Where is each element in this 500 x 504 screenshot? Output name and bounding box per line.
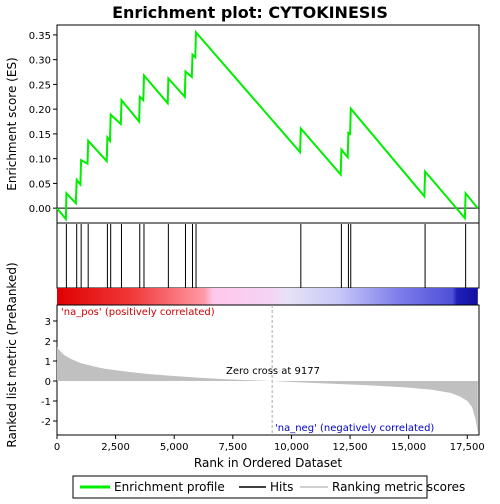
x-tick-label: 7,500 [219, 442, 248, 453]
x-tick-label: 10,000 [274, 442, 309, 453]
x-tick-label: 2,500 [101, 442, 130, 453]
es-y-tick-label: 0.00 [29, 204, 51, 215]
x-tick-label: 17,500 [450, 442, 485, 453]
x-axis-label: Rank in Ordered Dataset [194, 456, 342, 470]
hits-panel-frame [56, 222, 480, 289]
es-y-tick-label: 0.35 [29, 31, 51, 42]
legend-label-hits: Hits [270, 480, 293, 494]
rank-color-band-rect [57, 288, 478, 305]
metric-y-ticks: -2 -1 0 1 2 3 [41, 317, 57, 428]
metric-y-tick-label: 0 [45, 377, 51, 388]
chart-title: Enrichment plot: CYTOKINESIS [112, 3, 388, 22]
metric-y-tick-label: 2 [45, 337, 51, 348]
hits-panel [56, 222, 480, 289]
x-tick-label: 5,000 [160, 442, 189, 453]
x-tick-label: 12,500 [333, 442, 368, 453]
zero-cross-label: Zero cross at 9177 [226, 366, 320, 377]
na-neg-label: 'na_neg' (negatively correlated) [275, 423, 434, 434]
metric-panel-frame [56, 304, 480, 436]
es-y-tick-label: 0.10 [29, 155, 51, 166]
es-panel-frame [56, 24, 480, 224]
es-y-axis-label: Enrichment score (ES) [5, 57, 19, 190]
x-tick-label: 15,000 [391, 442, 426, 453]
es-y-tick-label: 0.30 [29, 56, 51, 67]
es-y-tick-label: 0.25 [29, 80, 51, 91]
es-panel: 0.00 0.05 0.10 0.15 0.20 0.25 0.30 0.35 Enrichm… [5, 24, 480, 224]
legend: Enrichment profile Hits Ranking metric s… [72, 475, 465, 499]
metric-panel: -2 -1 0 1 2 3 0 2,500 5,000 7,500 10,000 12,500 15,… [5, 262, 485, 470]
na-pos-label: 'na_pos' (positively correlated) [61, 307, 215, 318]
metric-y-tick-label: 1 [45, 357, 51, 368]
rank-color-band [57, 288, 478, 305]
metric-y-axis-label: Ranked list metric (PreRanked) [5, 262, 19, 447]
enrichment-profile-line [56, 29, 479, 222]
metric-x-ticks: 0 2,500 5,000 7,500 10,000 12,500 15,000 17,500 [54, 435, 485, 453]
metric-y-tick-label: -2 [41, 417, 51, 428]
es-y-tick-label: 0.20 [29, 105, 51, 116]
hit-lines [65, 224, 467, 288]
legend-label-ranking-metric: Ranking metric scores [332, 480, 465, 494]
es-y-tick-label: 0.05 [29, 179, 51, 190]
legend-label-enrichment-profile: Enrichment profile [114, 480, 225, 494]
metric-y-tick-label: 3 [45, 317, 51, 328]
x-tick-label: 0 [54, 442, 60, 453]
metric-y-tick-label: -1 [41, 397, 51, 408]
es-y-ticks: 0.00 0.05 0.10 0.15 0.20 0.25 0.30 0.35 [29, 31, 57, 215]
es-y-tick-label: 0.15 [29, 130, 51, 141]
